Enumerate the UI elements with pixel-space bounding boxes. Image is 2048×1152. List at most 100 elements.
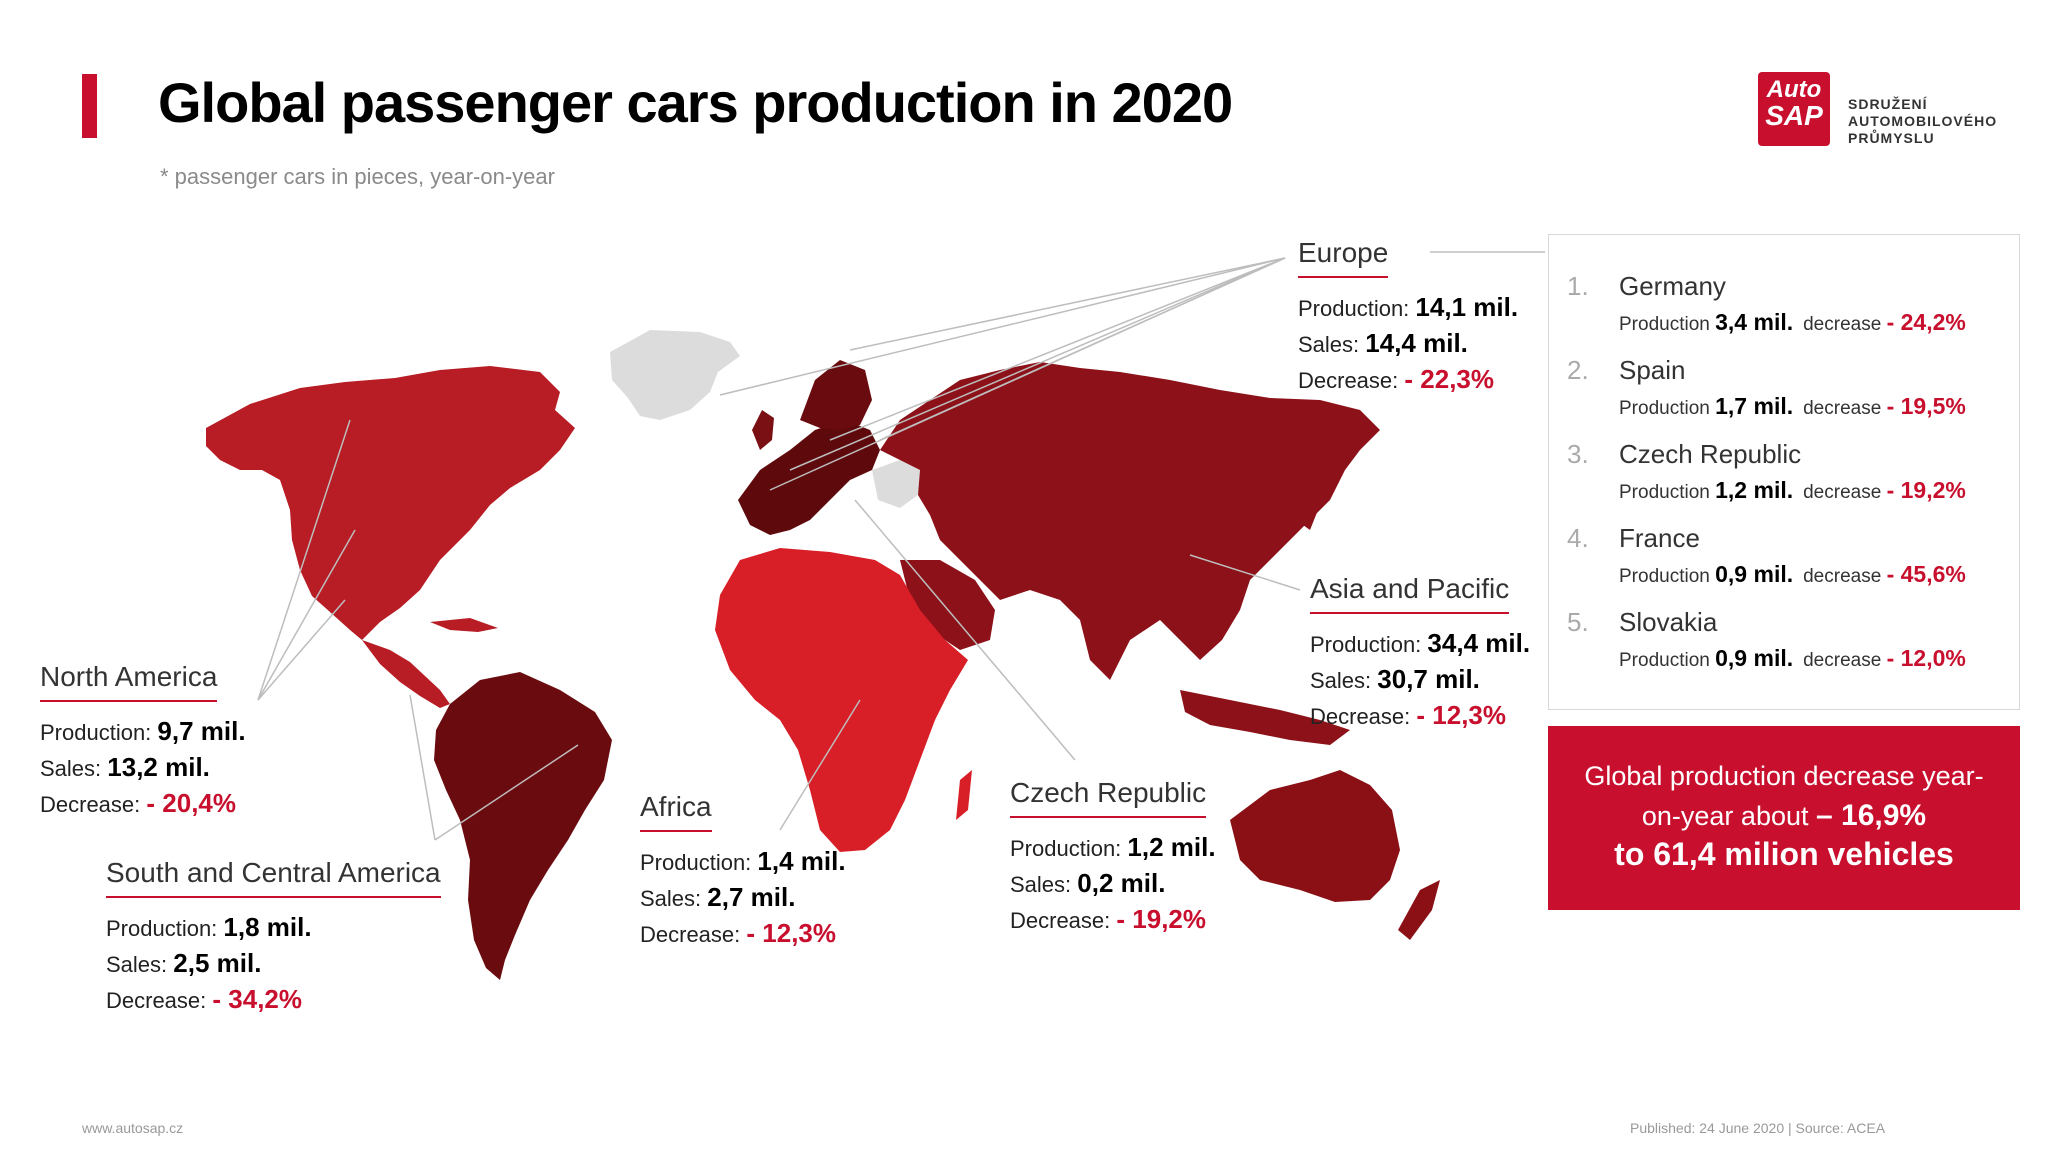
africa-shape: [715, 548, 968, 852]
europe-leader-1: [849, 257, 1286, 351]
region-asia-decrease-label: Decrease:: [1310, 704, 1411, 729]
europe-core-shape: [738, 420, 880, 535]
central-america-shape: [362, 640, 450, 708]
rank-4-country: France: [1619, 523, 1700, 553]
region-africa-sales-label: Sales:: [640, 886, 702, 911]
rank-3-decrease: - 19,2%: [1886, 477, 1966, 503]
rank-1-decrease-label: decrease: [1803, 314, 1882, 335]
region-czech-decrease: Decrease: - 19,2%: [1010, 902, 1216, 938]
region-africa-sales: Sales: 2,7 mil.: [640, 880, 846, 916]
region-africa-decrease: Decrease: - 12,3%: [640, 916, 846, 952]
region-czech-decrease-value: - 19,2%: [1116, 904, 1207, 934]
south-america-leader-2: [434, 744, 579, 841]
region-south-america-sales-label: Sales:: [106, 952, 168, 977]
region-europe-sales: Sales: 14,4 mil.: [1298, 326, 1518, 362]
region-africa-decrease-value: - 12,3%: [746, 918, 837, 948]
scandinavia-shape: [800, 360, 872, 430]
region-north-america-production-value: 9,7 mil.: [157, 716, 246, 746]
region-north-america-decrease-value: - 20,4%: [146, 788, 237, 818]
rank-5-number: 5.: [1567, 607, 1589, 637]
czech-leader: [854, 499, 1076, 761]
footer-source: Published: 24 June 2020 | Source: ACEA: [1630, 1120, 1886, 1136]
region-north-america-production: Production: 9,7 mil.: [40, 714, 246, 750]
rank-5-detail: Production 0,9 mil. decrease - 12,0%: [1619, 645, 1966, 672]
europe-leader-4: [789, 257, 1286, 471]
region-asia-decrease-value: - 12,3%: [1416, 700, 1507, 730]
region-europe-decrease-label: Decrease:: [1298, 368, 1399, 393]
region-africa-name: Africa: [640, 790, 712, 832]
region-czech-sales: Sales: 0,2 mil.: [1010, 866, 1216, 902]
rank-5-decrease: - 12,0%: [1886, 645, 1966, 671]
rank-5-decrease-label: decrease: [1803, 650, 1882, 671]
region-africa-decrease-label: Decrease:: [640, 922, 741, 947]
region-czech-sales-value: 0,2 mil.: [1077, 868, 1166, 898]
region-africa-production: Production: 1,4 mil.: [640, 844, 846, 880]
middle-east-shape: [900, 560, 995, 650]
north-america-leader-2: [257, 529, 356, 701]
rank-5-production: 0,9 mil.: [1715, 645, 1794, 671]
asia-leader: [1189, 554, 1301, 591]
rank-1-production-label: Production: [1619, 314, 1710, 335]
region-czech-republic: Czech Republic Production: 1,2 mil. Sale…: [1010, 776, 1216, 938]
europe-leader-3: [829, 257, 1286, 441]
rank-5-production-label: Production: [1619, 650, 1710, 671]
page-title: Global passenger cars production in 2020: [158, 71, 1233, 134]
rank-1-detail: Production 3,4 mil. decrease - 24,2%: [1619, 309, 1966, 336]
region-north-america: North America Production: 9,7 mil. Sales…: [40, 660, 246, 822]
logo-text: SDRUŽENÍ AUTOMOBILOVÉHO PRŮMYSLU: [1848, 96, 1997, 147]
rank-2-decrease: - 19,5%: [1886, 393, 1966, 419]
rank-4-decrease: - 45,6%: [1886, 561, 1966, 587]
region-czech-decrease-label: Decrease:: [1010, 908, 1111, 933]
region-south-america-production: Production: 1,8 mil.: [106, 910, 441, 946]
rank-1-production: 3,4 mil.: [1715, 309, 1794, 335]
global-summary-line1: Global production decrease year-on-year …: [1568, 756, 2000, 836]
rank-1-decrease: - 24,2%: [1886, 309, 1966, 335]
region-africa-production-value: 1,4 mil.: [757, 846, 846, 876]
rank-1-country: Germany: [1619, 271, 1726, 301]
title-accent-bar: [82, 74, 97, 138]
region-south-america: South and Central America Production: 1,…: [106, 856, 441, 1018]
eastern-europe-shape: [872, 460, 920, 508]
region-north-america-name: North America: [40, 660, 218, 702]
rank-2-detail: Production 1,7 mil. decrease - 19,5%: [1619, 393, 1966, 420]
south-america-shape: [434, 672, 612, 980]
logo-mark-line2: SAP: [1765, 100, 1823, 131]
region-south-america-sales-value: 2,5 mil.: [173, 948, 262, 978]
global-summary-text: Global production decrease year-on-year …: [1584, 761, 1984, 831]
logo-text-line1: SDRUŽENÍ: [1848, 96, 1928, 112]
region-south-america-sales: Sales: 2,5 mil.: [106, 946, 441, 982]
caribbean-shape: [430, 618, 498, 632]
region-europe-sales-value: 14,4 mil.: [1365, 328, 1468, 358]
japan-shape: [1296, 470, 1322, 530]
rank-3-country: Czech Republic: [1619, 439, 1802, 469]
asia-shape: [880, 362, 1380, 680]
region-north-america-decrease-label: Decrease:: [40, 792, 141, 817]
region-south-america-decrease-value: - 34,2%: [212, 984, 303, 1014]
region-north-america-sales: Sales: 13,2 mil.: [40, 750, 246, 786]
region-europe-name: Europe: [1298, 236, 1389, 278]
autosap-logo[interactable]: Auto SAP: [1758, 72, 1830, 146]
africa-leader: [779, 699, 861, 831]
region-europe-decrease: Decrease: - 22,3%: [1298, 362, 1518, 398]
rank-3-number: 3.: [1567, 439, 1589, 469]
rank-2-production-label: Production: [1619, 398, 1710, 419]
region-czech-production-value: 1,2 mil.: [1127, 832, 1216, 862]
region-south-america-production-label: Production:: [106, 916, 218, 941]
region-south-america-production-value: 1,8 mil.: [223, 912, 312, 942]
region-asia-sales: Sales: 30,7 mil.: [1310, 662, 1530, 698]
region-europe-production-value: 14,1 mil.: [1415, 292, 1519, 322]
footer-website-link[interactable]: www.autosap.cz: [82, 1120, 184, 1136]
region-asia-production: Production: 34,4 mil.: [1310, 626, 1530, 662]
region-asia-production-label: Production:: [1310, 632, 1422, 657]
region-south-america-decrease-label: Decrease:: [106, 988, 207, 1013]
rank-3-production-label: Production: [1619, 482, 1710, 503]
region-europe-decrease-value: - 22,3%: [1404, 364, 1495, 394]
europe-leader-6: [879, 257, 1286, 441]
rank-3-detail: Production 1,2 mil. decrease - 19,2%: [1619, 477, 1966, 504]
region-czech-sales-label: Sales:: [1010, 872, 1072, 897]
europe-leader-2: [719, 257, 1286, 396]
logo-mark-line1: Auto: [1766, 76, 1822, 103]
rank-2-number: 2.: [1567, 355, 1589, 385]
region-europe: Europe Production: 14,1 mil. Sales: 14,4…: [1298, 236, 1518, 398]
